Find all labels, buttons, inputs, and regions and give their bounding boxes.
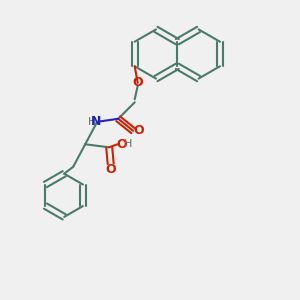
Text: O: O — [105, 163, 116, 176]
Text: H: H — [88, 117, 96, 127]
Text: O: O — [133, 124, 144, 137]
Text: H: H — [124, 139, 132, 149]
Text: O: O — [116, 138, 127, 151]
Text: O: O — [132, 76, 143, 89]
Text: N: N — [91, 115, 101, 128]
